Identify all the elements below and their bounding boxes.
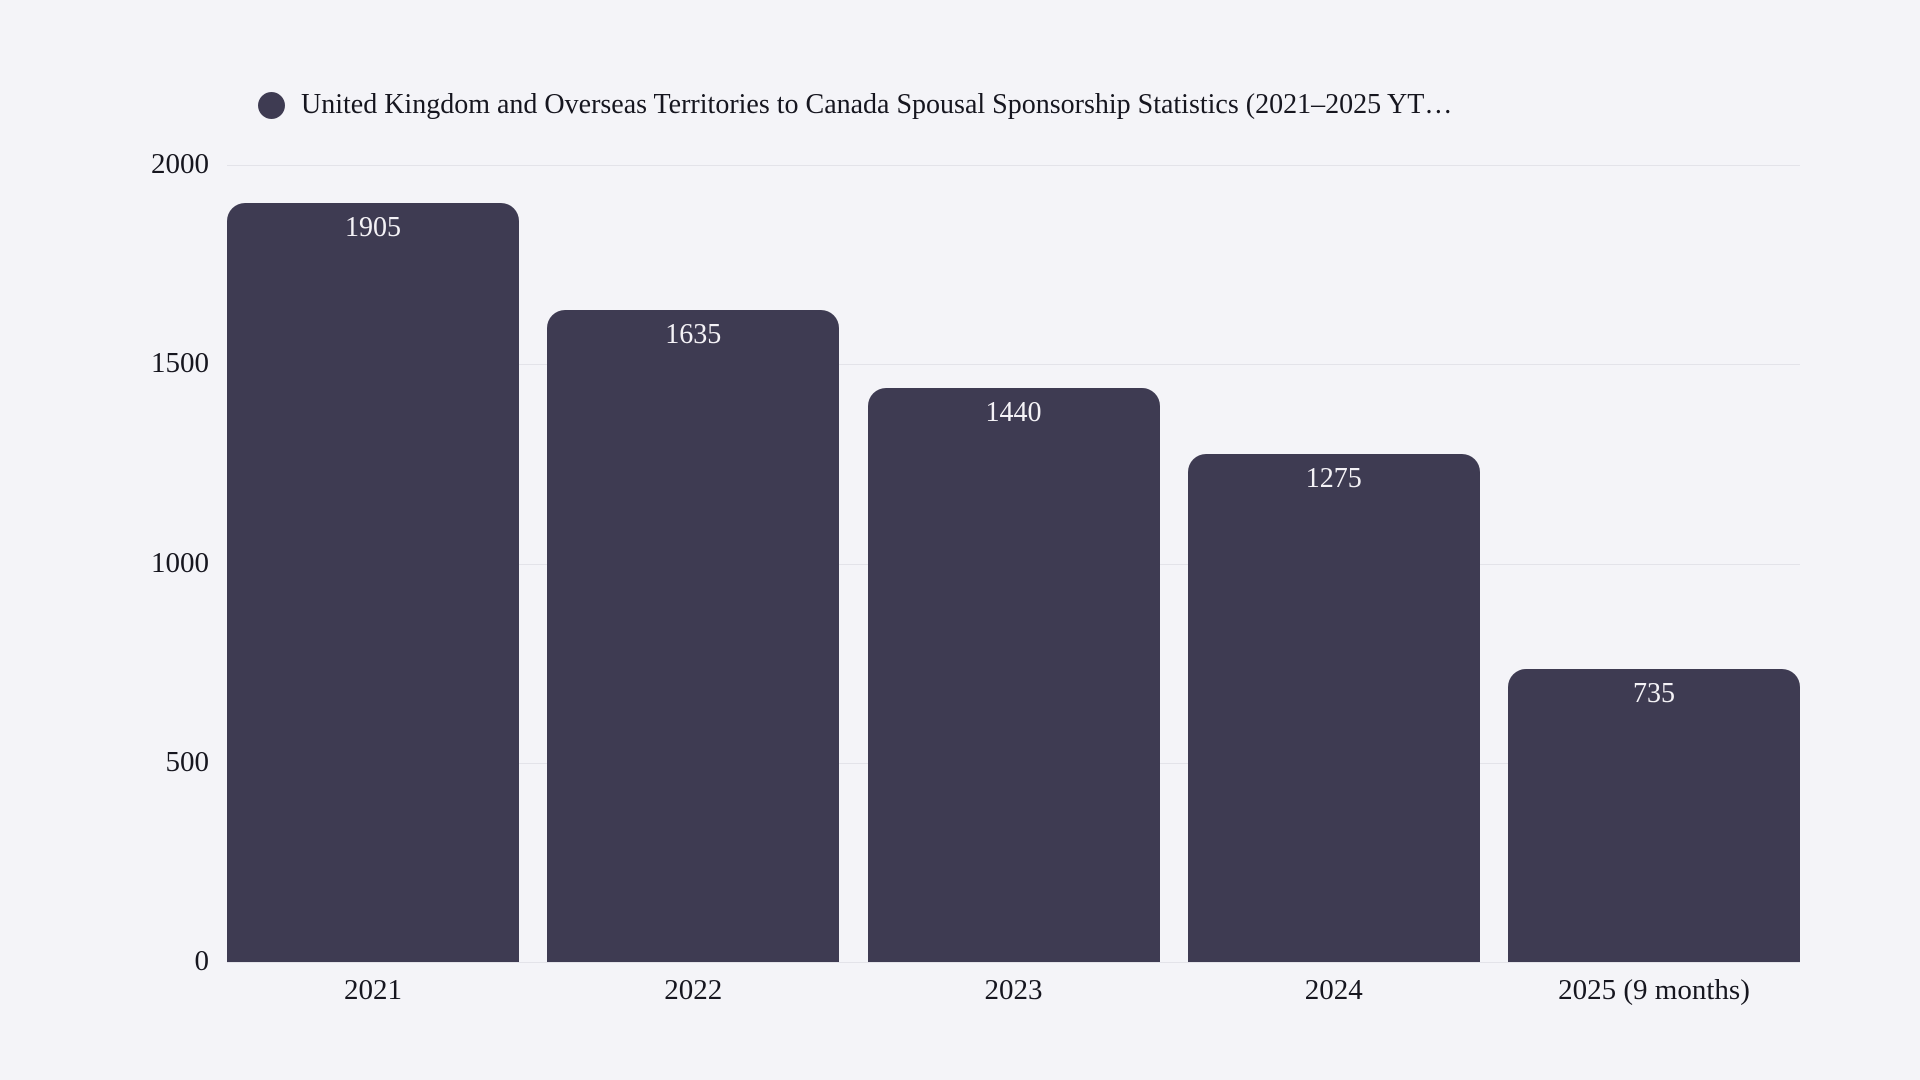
x-axis-category-label: 2025 (9 months): [1558, 974, 1750, 1006]
bar-2025-9-months-[interactable]: 735 2025 (9 months): [1508, 669, 1800, 1006]
legend-label: United Kingdom and Overseas Territories …: [301, 89, 1453, 120]
y-axis-tick-label: 500: [165, 745, 210, 778]
bar-value-label: 1440: [985, 397, 1042, 429]
bar-value-label: 735: [1633, 678, 1675, 710]
bar-value-label: 1635: [665, 319, 722, 351]
y-axis-tick-label: 2000: [151, 147, 209, 180]
x-axis-category-label: 2021: [344, 974, 402, 1006]
bar-2024[interactable]: 1275 2024: [1187, 453, 1480, 1006]
legend-item[interactable]: United Kingdom and Overseas Territories …: [258, 84, 1452, 126]
gridline-y-2000: [227, 165, 1800, 166]
x-axis-category-label: 2023: [984, 974, 1043, 1006]
y-axis-tick-label: 1000: [151, 546, 209, 579]
y-axis-tick-label: 0: [194, 944, 210, 977]
bars-row: 1905 2021 1635 2022 1440 2023 1275 2024 735 2025 …: [227, 165, 1800, 1006]
legend-marker-icon: [258, 91, 285, 119]
y-axis-tick-label: 1500: [151, 347, 209, 380]
bar-2023[interactable]: 1440 2023: [867, 388, 1160, 1006]
bar-value-label: 1905: [345, 211, 401, 243]
x-axis-category-label: 2022: [664, 974, 723, 1006]
x-axis-category-label: 2024: [1304, 974, 1363, 1006]
gridline-y-1500: [227, 364, 1800, 366]
bar-2022[interactable]: 1635 2022: [547, 310, 840, 1006]
bar-2021[interactable]: 1905 2021: [227, 202, 519, 1006]
bar-value-label: 1275: [1305, 462, 1362, 494]
plot-area: 0 500 1000 1500 2000 1905 2021 1635 2022 1440 2023…: [151, 148, 1800, 1006]
gridline-y-0: [227, 962, 1800, 963]
